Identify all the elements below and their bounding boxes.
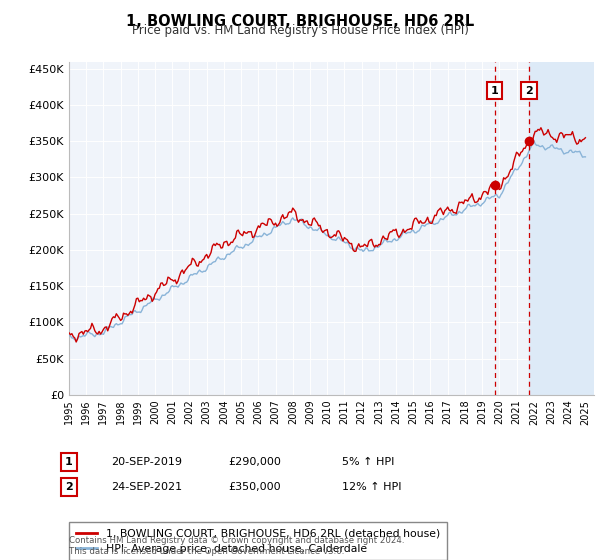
Text: 1: 1 — [65, 457, 73, 467]
Text: 24-SEP-2021: 24-SEP-2021 — [111, 482, 182, 492]
Text: 1, BOWLING COURT, BRIGHOUSE, HD6 2RL: 1, BOWLING COURT, BRIGHOUSE, HD6 2RL — [126, 14, 474, 29]
Text: £290,000: £290,000 — [228, 457, 281, 467]
Text: Price paid vs. HM Land Registry's House Price Index (HPI): Price paid vs. HM Land Registry's House … — [131, 24, 469, 37]
Text: 5% ↑ HPI: 5% ↑ HPI — [342, 457, 394, 467]
Legend: 1, BOWLING COURT, BRIGHOUSE, HD6 2RL (detached house), HPI: Average price, detac: 1, BOWLING COURT, BRIGHOUSE, HD6 2RL (de… — [69, 522, 447, 560]
Text: 20-SEP-2019: 20-SEP-2019 — [111, 457, 182, 467]
Bar — [529, 62, 594, 395]
Text: 12% ↑ HPI: 12% ↑ HPI — [342, 482, 401, 492]
Text: 2: 2 — [525, 86, 533, 96]
Text: Contains HM Land Registry data © Crown copyright and database right 2024.
This d: Contains HM Land Registry data © Crown c… — [69, 536, 404, 556]
Text: £350,000: £350,000 — [228, 482, 281, 492]
Text: 1: 1 — [491, 86, 499, 96]
Text: 2: 2 — [65, 482, 73, 492]
